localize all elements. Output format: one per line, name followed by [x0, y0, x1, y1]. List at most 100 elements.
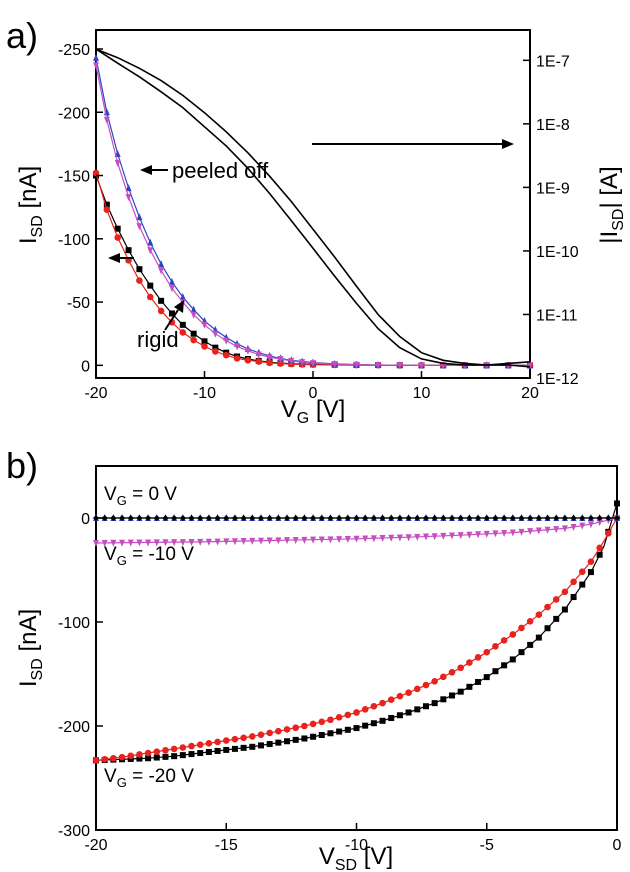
data-point-b-0 — [457, 688, 464, 695]
y2-tick-label-a: 1E-9 — [536, 180, 570, 197]
arrow-head-right — [502, 139, 514, 149]
data-point-b-0 — [153, 754, 160, 761]
data-point-b-1 — [188, 742, 195, 750]
data-point-b-0 — [344, 726, 351, 733]
data-point-b-3 — [127, 539, 134, 547]
data-point-b-3 — [93, 539, 99, 547]
data-point-b-4 — [544, 515, 551, 521]
data-point-b-0 — [431, 700, 438, 707]
data-point-b-4 — [318, 515, 325, 521]
annotation-vg-0: VG = 0 V — [104, 484, 177, 508]
data-point-b-3 — [231, 538, 238, 546]
data-point-b-1 — [249, 733, 256, 740]
data-point-a-0 — [168, 310, 175, 317]
data-point-b-1 — [318, 718, 326, 726]
y-axis-label-a: ISD [nA] — [15, 166, 46, 244]
data-point-b-4 — [266, 515, 273, 521]
data-point-b-1 — [570, 578, 577, 586]
data-point-b-3 — [587, 521, 594, 529]
data-point-b-1 — [492, 642, 499, 650]
data-point-b-3 — [249, 537, 256, 545]
data-point-b-3 — [101, 539, 108, 547]
data-point-b-0 — [466, 683, 473, 690]
data-point-b-1 — [526, 618, 534, 625]
data-point-b-4 — [466, 515, 473, 521]
data-point-b-4 — [614, 515, 620, 521]
data-point-b-3 — [110, 539, 117, 547]
data-point-b-1 — [544, 603, 551, 611]
peeled-off-arrow-head — [140, 165, 152, 175]
data-point-a-1 — [255, 358, 263, 365]
data-point-a-3 — [147, 247, 154, 255]
y2-tick-label-a: 1E-11 — [536, 307, 578, 324]
data-point-a-0 — [158, 297, 165, 304]
data-point-b-3 — [570, 524, 577, 532]
data-point-b-0 — [614, 500, 620, 507]
data-point-b-3 — [327, 536, 334, 544]
data-point-b-1 — [162, 746, 169, 754]
data-point-b-3 — [353, 535, 360, 543]
data-point-b-1 — [231, 735, 239, 743]
data-point-b-4 — [396, 515, 403, 521]
data-point-b-3 — [405, 534, 412, 542]
data-point-b-0 — [214, 747, 221, 754]
panel-a: a) -20 -10 0 10 20 -250-200-150-100-500 1E-7… — [6, 15, 627, 427]
data-point-b-3 — [579, 522, 586, 530]
data-point-b-4 — [535, 515, 542, 521]
data-point-b-4 — [145, 515, 152, 521]
data-point-b-3 — [492, 530, 499, 538]
data-point-b-0 — [388, 715, 395, 722]
data-point-b-1 — [596, 544, 603, 552]
data-point-b-1 — [370, 702, 378, 710]
data-point-b-1 — [379, 699, 386, 707]
data-point-b-1 — [92, 757, 100, 764]
data-point-b-0 — [414, 706, 421, 713]
y-tick-label-b: 0 — [81, 511, 90, 528]
x-tick-label-b: -15 — [215, 837, 238, 854]
data-point-b-3 — [509, 529, 516, 537]
data-point-b-0 — [587, 569, 594, 576]
data-point-b-3 — [483, 530, 490, 538]
data-point-b-4 — [483, 515, 490, 521]
data-point-a-3 — [299, 359, 306, 367]
series-line-a-3 — [95, 65, 530, 366]
y2-tick-label-a: 1E-7 — [536, 53, 570, 70]
data-point-b-4 — [301, 515, 308, 521]
data-point-b-0 — [527, 641, 534, 648]
data-point-b-1 — [301, 722, 308, 730]
y-axis-label-b: ISD [nA] — [15, 609, 46, 687]
x-tick-label-a: -20 — [84, 385, 107, 402]
data-point-b-3 — [214, 538, 221, 546]
data-point-b-0 — [179, 752, 186, 759]
data-point-b-0 — [422, 703, 429, 710]
data-point-b-1 — [413, 685, 421, 693]
data-point-b-4 — [440, 515, 447, 521]
y-ticks-a: -250 -200 -150 -100 -50 0 — [58, 42, 103, 375]
data-point-b-1 — [396, 692, 404, 700]
data-point-a-3 — [244, 347, 251, 355]
data-point-a-0 — [136, 266, 143, 273]
data-point-b-0 — [553, 615, 560, 622]
series-line-b-1 — [95, 517, 618, 761]
data-point-b-0 — [379, 717, 386, 724]
data-point-b-4 — [553, 515, 560, 521]
data-point-b-1 — [127, 752, 135, 760]
data-point-b-0 — [492, 668, 499, 675]
data-point-b-0 — [327, 730, 334, 737]
data-point-b-4 — [110, 515, 117, 521]
data-point-b-3 — [310, 536, 317, 544]
data-point-a-3 — [266, 354, 273, 362]
data-point-a-0 — [103, 201, 110, 208]
data-point-a-1 — [157, 307, 165, 315]
x-tick-label-a: 10 — [413, 385, 431, 402]
y-ticks-b: 0 -100 -200 -300 — [58, 511, 103, 840]
data-point-b-4 — [336, 515, 343, 521]
data-point-a-3 — [255, 351, 262, 359]
data-point-a-2 — [168, 277, 175, 285]
x-tick-label-b: -5 — [480, 837, 494, 854]
data-point-b-3 — [475, 531, 482, 539]
data-point-b-4 — [492, 515, 499, 521]
data-point-a-3 — [136, 223, 143, 231]
data-point-a-0 — [201, 338, 208, 345]
